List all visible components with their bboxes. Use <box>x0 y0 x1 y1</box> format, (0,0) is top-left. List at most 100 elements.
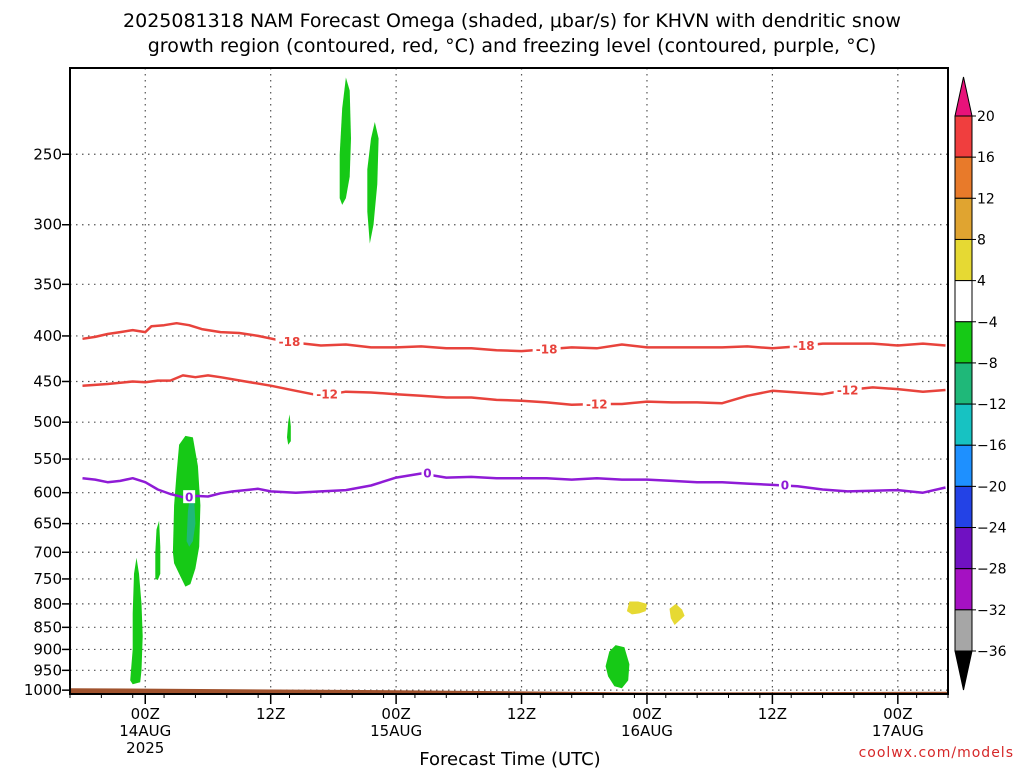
colorbar-top-triangle <box>954 76 973 117</box>
colorbar-label-6: −8 <box>977 356 998 372</box>
contour-label-bg-3 <box>313 387 342 401</box>
ground-fill <box>70 688 948 694</box>
colorbar-label-7: −12 <box>977 397 1007 413</box>
y-tick-label-1000: 1000 <box>24 681 62 699</box>
x-tick-label-6-1: 17AUG <box>872 722 924 740</box>
y-tick-label-450: 450 <box>33 372 62 390</box>
colorbar-label-3: 8 <box>977 232 986 248</box>
contour-label-8: 0 <box>781 478 789 492</box>
colorbar-segment-2 <box>954 197 973 240</box>
omega-region-4 <box>287 414 291 445</box>
y-tick-label-900: 900 <box>33 640 62 658</box>
isotherm-minus18-line <box>82 321 946 353</box>
colorbar-label-9: −20 <box>977 479 1007 495</box>
contour-label-bg-0 <box>275 334 304 348</box>
omega-region-8 <box>626 601 647 615</box>
colorbar-bottom-triangle <box>954 650 973 691</box>
omega-shading <box>130 77 685 689</box>
contour-label-3: -12 <box>316 388 338 402</box>
y-tick-label-750: 750 <box>33 570 62 588</box>
contour-label-5: -12 <box>837 383 859 397</box>
colorbar-segment-9 <box>954 485 973 529</box>
x-axis-label: Forecast Time (UTC) <box>419 749 600 768</box>
isotherm-minus12-line <box>82 374 946 407</box>
x-tick-label-0-1: 14AUG <box>119 722 171 740</box>
y-tick-label-650: 650 <box>33 515 62 533</box>
contour-label-bg-1 <box>532 342 561 356</box>
omega-region-9 <box>669 603 685 625</box>
freezing-level-line <box>82 472 946 499</box>
x-tick-label-2-0: 00Z <box>381 705 410 723</box>
colorbar-label-1: 16 <box>977 150 995 166</box>
y-tick-label-400: 400 <box>33 327 62 345</box>
colorbar-segment-0 <box>954 115 973 158</box>
omega-region-0 <box>130 557 143 685</box>
omega-region-3 <box>186 492 196 547</box>
contour-labels: -18 -18 -18 -12 -12 -12 0 0 0 <box>183 334 862 505</box>
omega-region-1 <box>155 520 161 580</box>
x-tick-label-2-1: 15AUG <box>370 722 422 740</box>
y-tick-label-800: 800 <box>33 595 62 613</box>
x-tick-label-6-0: 00Z <box>883 705 912 723</box>
contour-label-bg-5 <box>833 382 862 396</box>
omega-region-5 <box>339 77 351 205</box>
colorbar-segment-1 <box>954 156 973 199</box>
x-tick-label-3-0: 12Z <box>507 705 536 723</box>
contour-label-7: 0 <box>423 466 431 480</box>
colorbar-label-10: −24 <box>977 521 1007 537</box>
y-tick-label-350: 350 <box>33 275 62 293</box>
x-tick-label-5-0: 12Z <box>758 705 787 723</box>
colorbar-segment-12 <box>954 609 973 652</box>
credit-text: coolwx.com/models <box>859 745 1014 761</box>
colorbar-segment-5 <box>954 321 973 364</box>
ground-surface <box>70 688 948 694</box>
contour-label-6: 0 <box>185 491 193 505</box>
y-tick-label-600: 600 <box>33 484 62 502</box>
x-tick-label-4-1: 16AUG <box>621 722 673 740</box>
contour-label-0: -18 <box>279 335 301 349</box>
omega-region-7 <box>605 645 630 689</box>
contour-label-bg-4 <box>582 397 611 411</box>
colorbar-segment-3 <box>954 238 973 282</box>
colorbar-label-2: 12 <box>977 191 995 207</box>
x-tick-label-0-0: 00Z <box>131 705 160 723</box>
colorbar-segment-8 <box>954 444 973 487</box>
temperature-contours <box>82 321 946 499</box>
y-tick-label-550: 550 <box>33 450 62 468</box>
y-tick-label-950: 950 <box>33 661 62 679</box>
contour-label-4: -12 <box>586 398 608 412</box>
y-axis-ticks: 250 300 350 400 450 500 550 600 650 700 750 800 850 9… <box>24 145 70 699</box>
contour-label-bg-2 <box>789 338 818 352</box>
colorbar-segment-4 <box>954 280 973 323</box>
contour-label-2: -18 <box>793 339 815 353</box>
y-tick-label-250: 250 <box>33 145 62 163</box>
y-tick-label-850: 850 <box>33 618 62 636</box>
contour-label-1: -18 <box>536 343 558 357</box>
y-tick-label-500: 500 <box>33 413 62 431</box>
colorbar-label-12: −32 <box>977 603 1007 619</box>
colorbar-label-13: −36 <box>977 644 1007 660</box>
chart-title-line-2: growth region (contoured, red, °C) and f… <box>148 35 877 57</box>
x-tick-label-1-0: 12Z <box>256 705 285 723</box>
colorbar-segment-6 <box>954 362 973 405</box>
omega-region-2 <box>172 435 201 587</box>
colorbar-label-0: 20 <box>977 109 995 125</box>
omega-region-6 <box>367 122 379 244</box>
colorbar-segment-10 <box>954 527 973 570</box>
colorbar: 20 16 12 8 4 −4 −8 −12 −16 −20 −24 −28 −32 −36 <box>954 76 1007 691</box>
chart-title-line-1: 2025081318 NAM Forecast Omega (shaded, μ… <box>123 10 901 32</box>
colorbar-label-11: −28 <box>977 562 1007 578</box>
colorbar-label-8: −16 <box>977 438 1007 454</box>
contour-label-bg-8 <box>778 477 791 491</box>
colorbar-label-4: 4 <box>977 274 986 290</box>
contour-label-bg-6 <box>183 490 196 504</box>
colorbar-segment-7 <box>954 403 973 446</box>
y-tick-label-700: 700 <box>33 543 62 561</box>
x-tick-label-0-2: 2025 <box>126 739 164 757</box>
colorbar-label-5: −4 <box>977 315 998 331</box>
y-tick-label-300: 300 <box>33 216 62 234</box>
colorbar-segment-11 <box>954 568 973 611</box>
x-tick-label-4-0: 00Z <box>632 705 661 723</box>
